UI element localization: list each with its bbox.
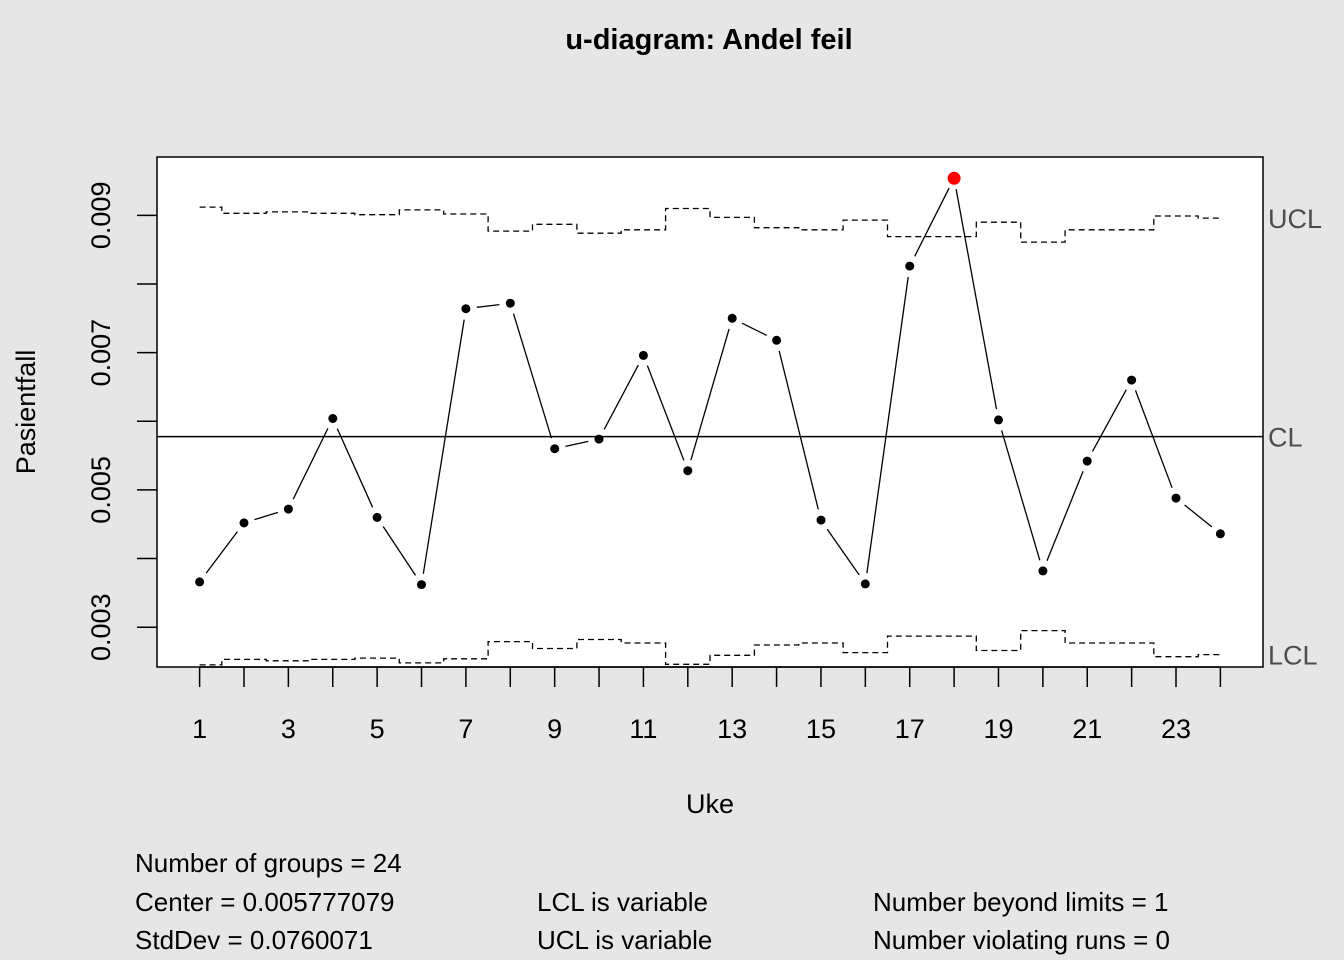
stat-lcl-variable: LCL is variable — [537, 887, 709, 917]
data-point — [683, 466, 693, 476]
y-tick-label: 0.009 — [86, 182, 116, 250]
data-point — [283, 504, 293, 514]
series-segment — [646, 365, 685, 461]
data-point — [372, 512, 382, 522]
lcl-line — [199, 629, 1221, 666]
data-point — [1171, 493, 1181, 503]
data-point — [195, 577, 205, 587]
stat-center: Center = 0.005777079 — [135, 887, 395, 917]
series-segment — [1000, 430, 1041, 561]
series-segment — [778, 350, 819, 510]
x-tick-label: 17 — [895, 714, 925, 744]
data-point — [417, 580, 426, 590]
stat-stddev: StdDev = 0.0760071 — [135, 925, 373, 955]
lcl-label: LCL — [1268, 641, 1318, 671]
data-point — [1127, 375, 1137, 385]
x-axis-label: Uke — [686, 789, 734, 819]
x-tick-label: 13 — [717, 714, 747, 744]
data-point — [727, 313, 737, 323]
series-segment — [690, 328, 730, 461]
x-tick-label: 15 — [806, 714, 836, 744]
y-tick-label: 0.003 — [86, 593, 116, 661]
data-point — [239, 518, 249, 528]
series-segment — [336, 428, 374, 508]
x-tick-label: 7 — [458, 714, 473, 744]
cl-label: CL — [1268, 423, 1303, 453]
series-segment — [1134, 390, 1173, 489]
data-point — [638, 350, 648, 360]
series-segment — [382, 526, 417, 576]
chart-title: u-diagram: Andel feil — [565, 24, 852, 56]
x-tick-label: 1 — [192, 714, 207, 744]
data-point — [328, 414, 338, 423]
stat-beyond-limits: Number beyond limits = 1 — [873, 887, 1169, 917]
data-point — [994, 415, 1003, 425]
x-tick-label: 3 — [281, 714, 296, 744]
series-segment — [254, 511, 279, 521]
series-segment — [1046, 471, 1084, 561]
x-tick-label: 5 — [370, 714, 385, 744]
series-segment — [292, 428, 329, 500]
series-segment — [565, 440, 589, 448]
data-point — [1038, 566, 1048, 576]
series-segment — [512, 313, 553, 439]
data-point — [772, 335, 782, 345]
data-point — [905, 261, 915, 271]
stat-number-of-groups: Number of groups = 24 — [135, 848, 402, 878]
data-point-beyond-limit — [947, 171, 961, 185]
series-segment — [955, 188, 998, 410]
x-tick-label: 9 — [547, 714, 562, 744]
series-segment — [866, 276, 909, 574]
series-segment — [422, 319, 465, 574]
series-segment — [603, 364, 639, 430]
x-tick-label: 19 — [983, 714, 1013, 744]
data-point — [860, 579, 870, 589]
x-tick-label: 23 — [1161, 714, 1191, 744]
data-point — [594, 434, 604, 444]
series-segment — [476, 303, 500, 308]
series-segment — [1091, 389, 1127, 452]
series-segment — [1184, 504, 1213, 528]
ucl-line — [199, 206, 1221, 243]
data-point — [461, 304, 471, 314]
y-tick-label: 0.005 — [86, 456, 116, 524]
y-tick-label: 0.007 — [86, 319, 116, 387]
series-segment — [914, 187, 950, 257]
stat-ucl-variable: UCL is variable — [537, 925, 713, 955]
y-axis-label: Pasientfall — [11, 350, 41, 475]
data-point — [816, 515, 826, 525]
series-segment — [741, 322, 767, 336]
data-point — [1082, 456, 1092, 466]
x-tick-label: 11 — [629, 714, 657, 744]
series-segment — [205, 531, 238, 574]
series-segment — [826, 528, 860, 576]
data-point — [550, 444, 560, 454]
x-tick-label: 21 — [1072, 714, 1102, 744]
data-point — [505, 298, 515, 308]
plot-area — [156, 156, 1264, 668]
data-point — [1215, 529, 1225, 539]
ucl-label: UCL — [1268, 204, 1322, 234]
stat-violating-runs: Number violating runs = 0 — [873, 925, 1170, 955]
